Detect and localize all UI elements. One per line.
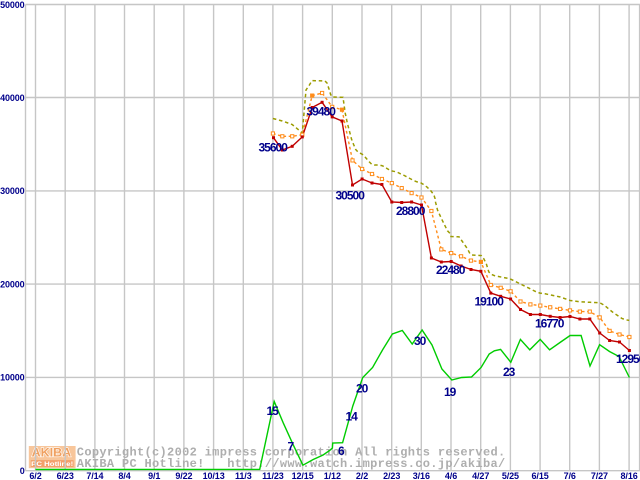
svg-text:7/27: 7/27 [591,471,608,480]
svg-text:14: 14 [346,410,359,424]
svg-text:40000: 40000 [0,93,25,103]
svg-text:30500: 30500 [336,189,366,203]
svg-text:6/2: 6/2 [29,471,41,480]
svg-text:7/6: 7/6 [564,471,576,480]
svg-text:10/13: 10/13 [203,471,225,480]
svg-text:7/14: 7/14 [86,471,103,480]
svg-text:2/2: 2/2 [356,471,368,480]
svg-text:12/15: 12/15 [292,471,314,480]
svg-text:0: 0 [20,466,25,476]
svg-text:11/23: 11/23 [262,471,284,480]
svg-text:50000: 50000 [0,0,25,10]
svg-text:6: 6 [338,444,345,458]
svg-text:19: 19 [444,385,457,399]
svg-text:8/4: 8/4 [118,471,130,480]
svg-text:1/12: 1/12 [324,471,341,480]
svg-text:9/22: 9/22 [175,471,192,480]
svg-text:9/1: 9/1 [148,471,160,480]
svg-text:2/23: 2/23 [383,471,400,480]
svg-text:28800: 28800 [396,204,426,218]
svg-text:4/6: 4/6 [445,471,457,480]
svg-text:30: 30 [414,334,427,348]
svg-text:5/25: 5/25 [502,471,519,480]
svg-text:11/3: 11/3 [235,471,252,480]
svg-text:19100: 19100 [475,295,505,309]
svg-text:12950: 12950 [616,352,640,366]
svg-text:16770: 16770 [535,317,565,331]
svg-text:8/16: 8/16 [621,471,638,480]
svg-text:PC Hotline!: PC Hotline! [31,461,73,468]
svg-text:7: 7 [288,440,295,454]
svg-text:4/27: 4/27 [472,471,489,480]
svg-text:22480: 22480 [436,263,466,277]
svg-text:23: 23 [503,365,516,379]
svg-text:Copyright(c)2002 impress corpo: Copyright(c)2002 impress corporation All… [77,446,506,460]
svg-text:30000: 30000 [0,186,25,196]
svg-text:10000: 10000 [0,373,25,383]
svg-text:39480: 39480 [307,105,337,119]
svg-text:20000: 20000 [0,279,25,289]
svg-text:35600: 35600 [259,140,289,154]
svg-text:3/16: 3/16 [413,471,430,480]
svg-text:AKIBA: AKIBA [32,445,72,459]
svg-text:20: 20 [356,382,369,396]
svg-text:15: 15 [267,404,280,418]
svg-text:6/15: 6/15 [532,471,549,480]
svg-text:6/23: 6/23 [57,471,74,480]
svg-text:AKIBA PC Hotline! http://www: AKIBA PC Hotline! http://www.watch.impre… [77,457,506,471]
